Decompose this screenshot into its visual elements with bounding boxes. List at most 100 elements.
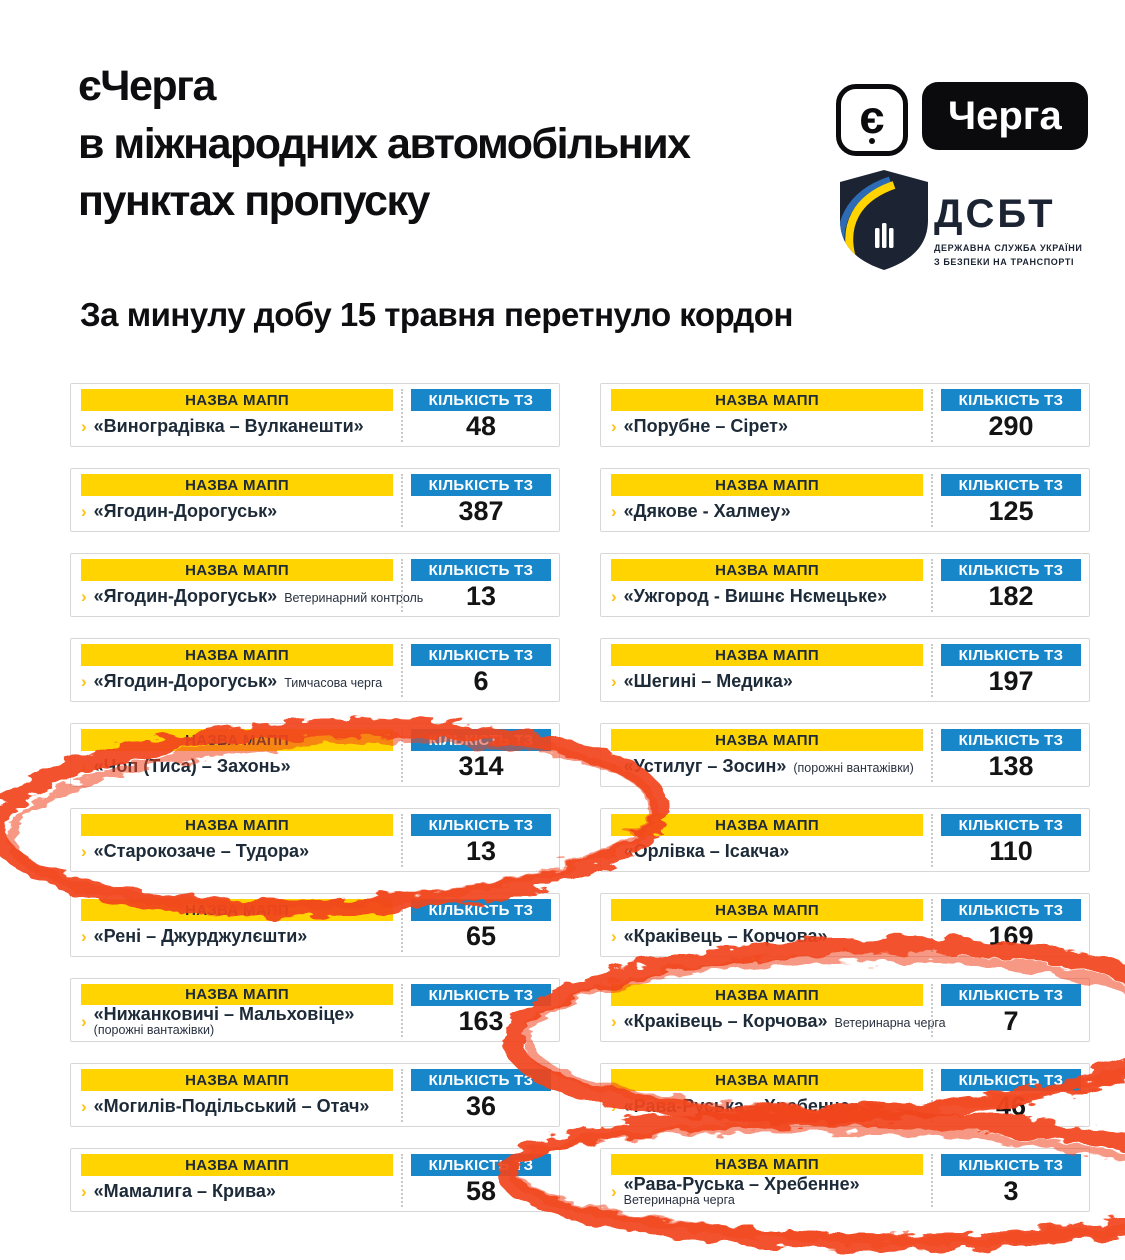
- name-column: НАЗВА МАПП › «Дякове - Халмеу»: [611, 474, 923, 527]
- vehicle-count: 13: [465, 581, 497, 611]
- name-column: НАЗВА МАПП › «Краківець – Корчова» Ветер…: [611, 984, 946, 1037]
- name-column: НАЗВА МАПП › «Устилуг – Зосин» (порожні …: [611, 729, 923, 782]
- chevron-bullet-icon: ›: [611, 417, 617, 436]
- checkpoint-name: «Рава-Руська – Хребенне»: [623, 1096, 860, 1116]
- name-column: НАЗВА МАПП › «Порубне – Сірет»: [611, 389, 923, 442]
- checkpoint-name-row: › «Порубне – Сірет»: [611, 411, 923, 442]
- checkpoint-card: НАЗВА МАПП › «Ужгород - Вишнє Нємецьке» …: [600, 553, 1090, 617]
- name-column-header: НАЗВА МАПП: [81, 729, 393, 751]
- checkpoint-name-row: › «Старокозаче – Тудора»: [81, 836, 393, 867]
- checkpoint-sublabel: Ветеринарний контроль: [284, 591, 424, 605]
- chevron-bullet-icon: ›: [81, 757, 87, 776]
- checkpoint-name-row: › «Могилів-Подільський – Отач»: [81, 1091, 393, 1122]
- checkpoint-name: «Шегині – Медика»: [623, 671, 793, 691]
- checkpoint-sublabel: Ветеринарна черга: [834, 1016, 946, 1030]
- chevron-bullet-icon: ›: [611, 757, 617, 776]
- vehicle-count: 13: [465, 836, 497, 866]
- checkpoint-name: «Краківець – Корчова»: [623, 926, 828, 946]
- vehicle-count: 48: [465, 411, 497, 441]
- vehicle-count: 110: [989, 836, 1033, 866]
- checkpoint-name-row: › «Ягодин-Дорогуськ» Ветеринарний контро…: [81, 581, 424, 612]
- checkpoint-card: НАЗВА МАПП › «Порубне – Сірет» КІЛЬКІСТЬ…: [600, 383, 1090, 447]
- name-column: НАЗВА МАПП › «Старокозаче – Тудора»: [81, 814, 393, 867]
- name-column: НАЗВА МАПП › «Рені – Джурджулєшти»: [81, 899, 393, 952]
- checkpoint-card: НАЗВА МАПП › «Дякове - Халмеу» КІЛЬКІСТЬ…: [600, 468, 1090, 532]
- count-column-header: КІЛЬКІСТЬ ТЗ: [941, 389, 1081, 411]
- checkpoint-name-wrap: «Ягодин-Дорогуськ» Ветеринарний контроль: [94, 586, 424, 607]
- name-column-header: НАЗВА МАПП: [611, 729, 923, 751]
- dsbt-wordmark: ДСБТ ДЕРЖАВНА СЛУЖБА УКРАЇНИ З БЕЗПЕКИ Н…: [934, 192, 1082, 270]
- name-column: НАЗВА МАПП › «Орлівка – Ісакча»: [611, 814, 923, 867]
- vehicle-count: 58: [465, 1176, 497, 1206]
- checkpoint-name-row: › «Рава-Руська – Хребенне» Ветеринарна ч…: [611, 1175, 923, 1207]
- vehicle-count: 46: [995, 1091, 1027, 1121]
- checkpoint-name: «Орлівка – Ісакча»: [623, 841, 790, 861]
- vehicle-count: 182: [988, 581, 1034, 611]
- checkpoint-card: НАЗВА МАПП › «Ягодин-Дорогуськ» Ветерина…: [70, 553, 560, 617]
- vehicle-count: 387: [458, 496, 504, 526]
- report-subtitle: За минулу добу 15 травня перетнуло кордо…: [80, 296, 793, 333]
- chevron-bullet-icon: ›: [611, 842, 617, 861]
- chevron-bullet-icon: ›: [81, 1011, 87, 1031]
- chevron-bullet-icon: ›: [611, 1181, 617, 1201]
- count-column-header: КІЛЬКІСТЬ ТЗ: [411, 389, 551, 411]
- chevron-bullet-icon: ›: [611, 502, 617, 521]
- checkpoint-card: НАЗВА МАПП › «Шегині – Медика» КІЛЬКІСТЬ…: [600, 638, 1090, 702]
- name-column-header: НАЗВА МАПП: [81, 559, 393, 581]
- checkpoint-name-wrap: «Рені – Джурджулєшти»: [94, 926, 308, 947]
- count-column: КІЛЬКІСТЬ ТЗ 314: [401, 729, 551, 782]
- dsbt-shield-icon: [840, 170, 928, 270]
- chevron-bullet-icon: ›: [611, 587, 617, 606]
- count-column: КІЛЬКІСТЬ ТЗ 6: [401, 644, 551, 697]
- name-column: НАЗВА МАПП › «Краківець – Корчова»: [611, 899, 923, 952]
- name-column: НАЗВА МАПП › «Ягодин-Дорогуськ»: [81, 474, 393, 527]
- name-column: НАЗВА МАПП › «Нижанковичі – Мальховіце» …: [81, 984, 393, 1037]
- checkpoint-name: «Рава-Руська – Хребенне»: [623, 1174, 860, 1194]
- right-column: НАЗВА МАПП › «Порубне – Сірет» КІЛЬКІСТЬ…: [600, 383, 1090, 1212]
- name-column-header: НАЗВА МАПП: [611, 389, 923, 411]
- name-column: НАЗВА МАПП › «Могилів-Подільський – Отач…: [81, 1069, 393, 1122]
- count-column-header: КІЛЬКІСТЬ ТЗ: [941, 729, 1081, 751]
- checkpoint-name-wrap: «Нижанковичі – Мальховіце» (порожні вант…: [94, 1005, 355, 1037]
- checkpoint-name: «Нижанковичі – Мальховіце»: [93, 1004, 355, 1024]
- cherga-badge: Черга: [922, 82, 1088, 150]
- checkpoint-name-wrap: «Орлівка – Ісакча»: [624, 841, 790, 862]
- checkpoint-name-row: › «Рава-Руська – Хребенне»: [611, 1091, 923, 1122]
- count-column-header: КІЛЬКІСТЬ ТЗ: [941, 644, 1081, 666]
- checkpoint-name-wrap: «Виноградівка – Вулканешти»: [94, 416, 364, 437]
- name-column: НАЗВА МАПП › «Мамалига – Крива»: [81, 1154, 393, 1207]
- vehicle-count: 6: [473, 666, 489, 696]
- name-column: НАЗВА МАПП › «Шегині – Медика»: [611, 644, 923, 697]
- count-column: КІЛЬКІСТЬ ТЗ 58: [401, 1154, 551, 1207]
- checkpoint-card: НАЗВА МАПП › «Мамалига – Крива» КІЛЬКІСТ…: [70, 1148, 560, 1212]
- checkpoint-name-row: › «Дякове - Халмеу»: [611, 496, 923, 527]
- checkpoint-card: НАЗВА МАПП › «Нижанковичі – Мальховіце» …: [70, 978, 560, 1042]
- checkpoint-name: «Виноградівка – Вулканешти»: [93, 416, 364, 436]
- count-column: КІЛЬКІСТЬ ТЗ 13: [401, 559, 551, 612]
- checkpoint-card: НАЗВА МАПП › «Краківець – Корчова» КІЛЬК…: [600, 893, 1090, 957]
- chevron-bullet-icon: ›: [81, 587, 87, 606]
- count-column: КІЛЬКІСТЬ ТЗ 110: [931, 814, 1081, 867]
- chevron-bullet-icon: ›: [611, 1097, 617, 1116]
- name-column-header: НАЗВА МАПП: [611, 474, 923, 496]
- count-column-header: КІЛЬКІСТЬ ТЗ: [411, 729, 551, 751]
- name-column-header: НАЗВА МАПП: [81, 1069, 393, 1091]
- count-column-header: КІЛЬКІСТЬ ТЗ: [411, 474, 551, 496]
- checkpoint-name: «Могилів-Подільський – Отач»: [93, 1096, 370, 1116]
- vehicle-count: 125: [988, 496, 1034, 526]
- title-line-1: єЧерга: [78, 62, 216, 110]
- checkpoint-name-row: › «Краківець – Корчова» Ветеринарна черг…: [611, 1006, 946, 1037]
- name-column: НАЗВА МАПП › «Виноградівка – Вулканешти»: [81, 389, 393, 442]
- checkpoint-name-row: › «Краківець – Корчова»: [611, 921, 923, 952]
- checkpoint-card: НАЗВА МАПП › «Орлівка – Ісакча» КІЛЬКІСТ…: [600, 808, 1090, 872]
- checkpoint-name-row: › «Ужгород - Вишнє Нємецьке»: [611, 581, 923, 612]
- left-column: НАЗВА МАПП › «Виноградівка – Вулканешти»…: [70, 383, 560, 1212]
- checkpoint-card: НАЗВА МАПП › «Ягодин-Дорогуськ» КІЛЬКІСТ…: [70, 468, 560, 532]
- chevron-bullet-icon: ›: [611, 927, 617, 946]
- checkpoint-name-wrap: «Краківець – Корчова» Ветеринарна черга: [624, 1011, 946, 1032]
- count-column: КІЛЬКІСТЬ ТЗ 3: [931, 1154, 1081, 1207]
- checkpoint-name-wrap: «Мамалига – Крива»: [94, 1181, 276, 1202]
- checkpoint-name-wrap: «Рава-Руська – Хребенне» Ветеринарна чер…: [624, 1175, 860, 1207]
- count-column-header: КІЛЬКІСТЬ ТЗ: [941, 984, 1081, 1006]
- checkpoint-name-row: › «Виноградівка – Вулканешти»: [81, 411, 393, 442]
